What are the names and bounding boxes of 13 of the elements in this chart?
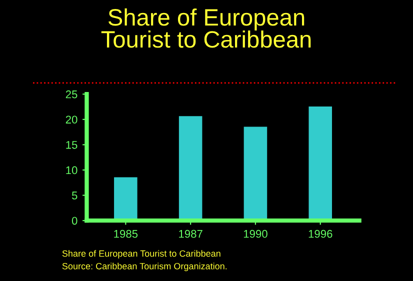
y-tick-label: 15	[66, 141, 78, 149]
text: Share of European Tourist to Caribbean	[62, 250, 220, 259]
source-note: Source: Caribbean Tourism Organization.	[62, 262, 227, 272]
y-tick-label: 25	[66, 90, 78, 98]
x-tick-label: 1987	[179, 230, 202, 238]
x-tick-label: 1990	[244, 230, 268, 238]
x-tick-label: 1996	[308, 230, 332, 238]
x-tick-label: 1985	[114, 230, 138, 238]
y-tick-label: 5	[72, 192, 78, 200]
y-tick-label: 10	[66, 166, 78, 174]
y-tick-label: 0	[72, 216, 78, 225]
chart-title: Share of European Tourist to Caribbean	[101, 8, 311, 48]
y-tick-label: 20	[66, 116, 78, 124]
